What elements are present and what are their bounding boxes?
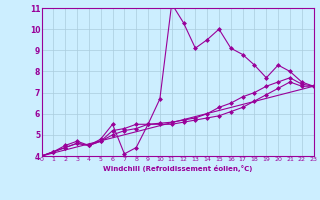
X-axis label: Windchill (Refroidissement éolien,°C): Windchill (Refroidissement éolien,°C): [103, 165, 252, 172]
